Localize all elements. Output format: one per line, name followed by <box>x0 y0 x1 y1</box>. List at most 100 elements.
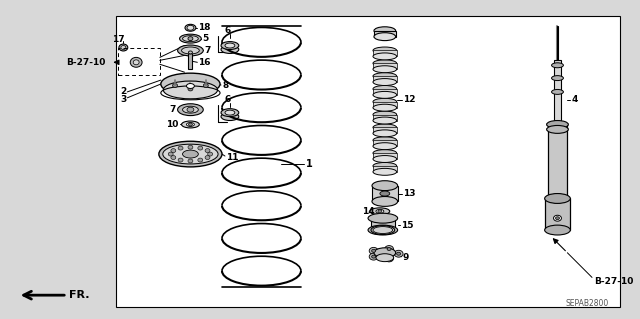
Text: 15: 15 <box>401 221 413 230</box>
Ellipse shape <box>205 156 210 160</box>
Ellipse shape <box>385 255 394 262</box>
Text: 17: 17 <box>112 35 125 44</box>
Ellipse shape <box>378 210 382 213</box>
Bar <box>371 218 395 230</box>
Ellipse shape <box>394 250 403 257</box>
Bar <box>373 115 397 121</box>
Ellipse shape <box>373 73 397 79</box>
Bar <box>373 140 397 146</box>
Ellipse shape <box>556 217 559 220</box>
Ellipse shape <box>178 104 204 115</box>
Bar <box>373 63 397 69</box>
Ellipse shape <box>547 125 568 133</box>
Ellipse shape <box>187 107 194 112</box>
Text: 13: 13 <box>403 189 415 198</box>
Ellipse shape <box>374 27 396 35</box>
Ellipse shape <box>221 41 239 49</box>
Ellipse shape <box>372 181 397 190</box>
Ellipse shape <box>373 226 393 234</box>
Ellipse shape <box>182 106 198 113</box>
Ellipse shape <box>376 254 394 262</box>
Bar <box>548 124 567 198</box>
Ellipse shape <box>373 98 397 105</box>
Bar <box>373 102 397 108</box>
Text: B-27-10: B-27-10 <box>594 277 634 286</box>
Ellipse shape <box>188 159 193 163</box>
Ellipse shape <box>371 226 395 234</box>
Ellipse shape <box>186 122 195 126</box>
Bar <box>373 50 397 56</box>
Ellipse shape <box>376 209 384 213</box>
Text: 6: 6 <box>225 95 231 104</box>
Ellipse shape <box>182 47 199 54</box>
Ellipse shape <box>369 253 378 260</box>
Text: 2: 2 <box>120 87 126 96</box>
Ellipse shape <box>387 257 391 260</box>
Ellipse shape <box>373 150 397 157</box>
Bar <box>373 89 397 95</box>
Text: 16: 16 <box>198 58 211 67</box>
Text: 1: 1 <box>306 159 312 169</box>
Ellipse shape <box>552 76 563 81</box>
Ellipse shape <box>173 84 177 87</box>
Ellipse shape <box>133 60 139 65</box>
Ellipse shape <box>552 89 563 94</box>
Ellipse shape <box>159 141 222 167</box>
Ellipse shape <box>374 33 396 41</box>
Ellipse shape <box>368 213 397 223</box>
Bar <box>545 198 570 230</box>
Ellipse shape <box>373 85 397 93</box>
Text: 10: 10 <box>166 120 179 129</box>
Ellipse shape <box>545 194 570 204</box>
Ellipse shape <box>373 162 397 169</box>
Ellipse shape <box>545 225 570 235</box>
Ellipse shape <box>188 51 193 54</box>
Ellipse shape <box>198 146 203 150</box>
Ellipse shape <box>188 123 193 126</box>
Ellipse shape <box>119 44 128 51</box>
Bar <box>118 48 160 75</box>
Bar <box>554 60 561 124</box>
Ellipse shape <box>121 46 126 49</box>
Ellipse shape <box>180 34 202 43</box>
Ellipse shape <box>373 78 397 85</box>
Ellipse shape <box>373 60 397 67</box>
Text: 7: 7 <box>169 105 175 114</box>
Ellipse shape <box>373 117 397 124</box>
Ellipse shape <box>547 194 568 203</box>
Ellipse shape <box>372 249 376 252</box>
Text: 4: 4 <box>572 95 578 104</box>
Ellipse shape <box>552 63 563 68</box>
Ellipse shape <box>208 152 212 156</box>
Text: 12: 12 <box>403 95 415 104</box>
Ellipse shape <box>373 53 397 60</box>
Ellipse shape <box>374 248 396 258</box>
Ellipse shape <box>554 215 561 221</box>
Ellipse shape <box>380 191 390 196</box>
Text: 8: 8 <box>222 81 228 91</box>
Ellipse shape <box>225 43 235 48</box>
Ellipse shape <box>188 87 193 91</box>
Text: 11: 11 <box>226 152 239 161</box>
Ellipse shape <box>373 104 397 111</box>
Text: FR.: FR. <box>69 290 90 300</box>
Bar <box>372 186 397 201</box>
Ellipse shape <box>221 109 239 116</box>
Ellipse shape <box>372 197 397 206</box>
Text: 7: 7 <box>204 46 211 55</box>
Text: 6: 6 <box>225 26 231 35</box>
Ellipse shape <box>397 252 401 255</box>
Ellipse shape <box>185 24 196 31</box>
Ellipse shape <box>373 137 397 144</box>
Ellipse shape <box>204 84 208 87</box>
Ellipse shape <box>547 121 568 129</box>
Ellipse shape <box>163 144 218 164</box>
Bar <box>116 16 620 307</box>
Ellipse shape <box>188 37 193 41</box>
Bar <box>188 52 193 69</box>
Bar <box>373 153 397 159</box>
Ellipse shape <box>368 225 397 235</box>
Ellipse shape <box>373 92 397 98</box>
Ellipse shape <box>225 110 235 115</box>
Ellipse shape <box>370 208 390 215</box>
